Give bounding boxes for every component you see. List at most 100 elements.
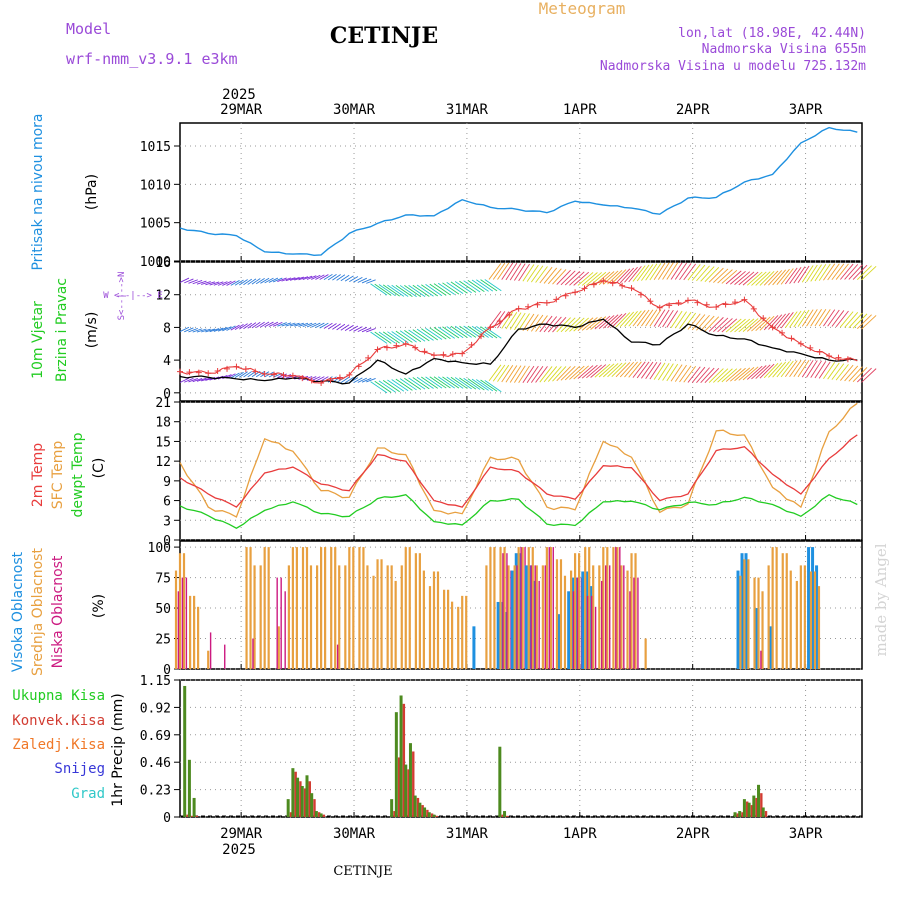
precip-conv-bar: [760, 793, 763, 817]
wind-arrow: [344, 324, 354, 332]
wind-arrow: [476, 279, 494, 292]
gust-marker: [656, 304, 663, 311]
wind-arrow: [780, 360, 794, 378]
wind-arrow: [366, 327, 376, 333]
wind-arrow: [382, 284, 400, 297]
wind-arrow: [467, 378, 485, 391]
gust-marker: [713, 303, 720, 310]
wind-arrow: [679, 365, 692, 383]
y-tick-label: 16: [155, 256, 171, 271]
cloud-bar: [584, 547, 587, 669]
wind-arrow: [751, 271, 767, 286]
wind-arrow: [793, 310, 806, 328]
wind-arrow: [717, 368, 733, 383]
gust-marker: [402, 340, 409, 347]
wind-arrow: [234, 279, 244, 286]
model-label: Model: [66, 20, 111, 38]
cloud-bar: [775, 547, 778, 669]
gust-marker: [365, 354, 372, 361]
wind-arrow: [801, 309, 814, 327]
wind-arrow: [530, 314, 544, 332]
precip-conv-bar: [322, 814, 326, 817]
cloud-bar: [372, 575, 375, 669]
wind-arrow: [387, 284, 405, 297]
wind-grid: [180, 261, 862, 401]
wind-arrow: [670, 262, 683, 280]
y-tick-label: 1005: [140, 217, 171, 232]
wind-arrow: [433, 283, 451, 296]
wind-arrow: [260, 277, 270, 284]
cloud-bar: [181, 577, 184, 669]
cloud-bar: [581, 571, 585, 669]
gust-marker: [647, 298, 654, 305]
wind-arrow: [806, 360, 818, 378]
wind-ticks: 0 4 8 12 16: [155, 256, 807, 402]
date-label: 2APR: [676, 826, 710, 842]
wind-arrow: [497, 364, 510, 382]
wind-arrow: [349, 276, 359, 282]
wind-arrow: [827, 309, 840, 327]
wind-arrow: [192, 280, 203, 285]
wind-arrow: [442, 326, 460, 339]
cloud-bar: [623, 565, 625, 669]
wind-arrow: [294, 276, 304, 281]
wind-arrow: [603, 270, 619, 285]
wind-arrow: [387, 331, 405, 344]
wind-arrow: [260, 321, 270, 328]
gust-marker: [525, 303, 532, 310]
wind-arrow: [581, 272, 598, 286]
wind-arrow: [255, 277, 265, 285]
wind-arrow: [201, 281, 211, 285]
cloud-panel: 0 25 50 75 100 Visoka Oblacnost Srednja Obla…: [10, 540, 863, 678]
cloud-bar: [324, 547, 327, 669]
gust-marker: [261, 371, 268, 378]
gust-marker: [788, 335, 795, 342]
precip-conv-bar: [318, 812, 321, 817]
wind-arrow: [793, 266, 806, 284]
wind-arrow: [340, 376, 350, 384]
wind-arrow: [340, 324, 350, 331]
wind-arrow: [501, 262, 514, 280]
precip-total-bar: [192, 797, 196, 817]
wind-arrow: [603, 363, 619, 378]
gust-marker: [826, 353, 833, 360]
wind-arrow: [666, 262, 679, 280]
cloud-bar: [446, 589, 450, 669]
wind-arrow: [852, 367, 868, 383]
wind-arrow: [179, 326, 190, 332]
wind-arrow: [429, 283, 447, 296]
wind-arrow: [243, 371, 253, 378]
wind-arrow: [425, 327, 443, 340]
cloud-bar: [489, 547, 492, 669]
cloud-bar: [517, 547, 520, 669]
cloud-bar: [767, 565, 770, 669]
wind-arrow: [645, 263, 658, 281]
temp-unit: (C): [91, 458, 107, 479]
y-tick-label: 0.46: [140, 756, 171, 771]
wind-arrow: [814, 360, 827, 379]
wind-arrow: [704, 368, 720, 384]
wind-arrow: [691, 366, 706, 383]
wind-arrow: [530, 366, 544, 383]
cloud-bar: [510, 570, 514, 669]
cloud-bar: [348, 547, 351, 669]
wind-arrow: [560, 317, 576, 333]
wind-arrow: [344, 275, 354, 282]
cloud-bar: [394, 580, 397, 669]
wind-arrow: [823, 309, 836, 327]
wind-arrow: [746, 365, 763, 380]
precip-conv-bar: [412, 751, 415, 817]
gust-marker: [468, 341, 475, 348]
cloud-bar: [571, 577, 575, 669]
cloud-bar: [514, 553, 518, 669]
wind-arrow: [734, 271, 751, 285]
cloud-bar: [768, 626, 772, 669]
cloud-bar: [177, 591, 180, 669]
cloud-bar: [358, 547, 361, 669]
cloud-bar: [436, 571, 440, 669]
wind-arrow: [378, 380, 396, 393]
cloud-bar: [585, 571, 589, 669]
wind-arrow: [615, 312, 631, 328]
cloud-bar: [366, 565, 369, 669]
wind-arrow: [205, 328, 216, 333]
